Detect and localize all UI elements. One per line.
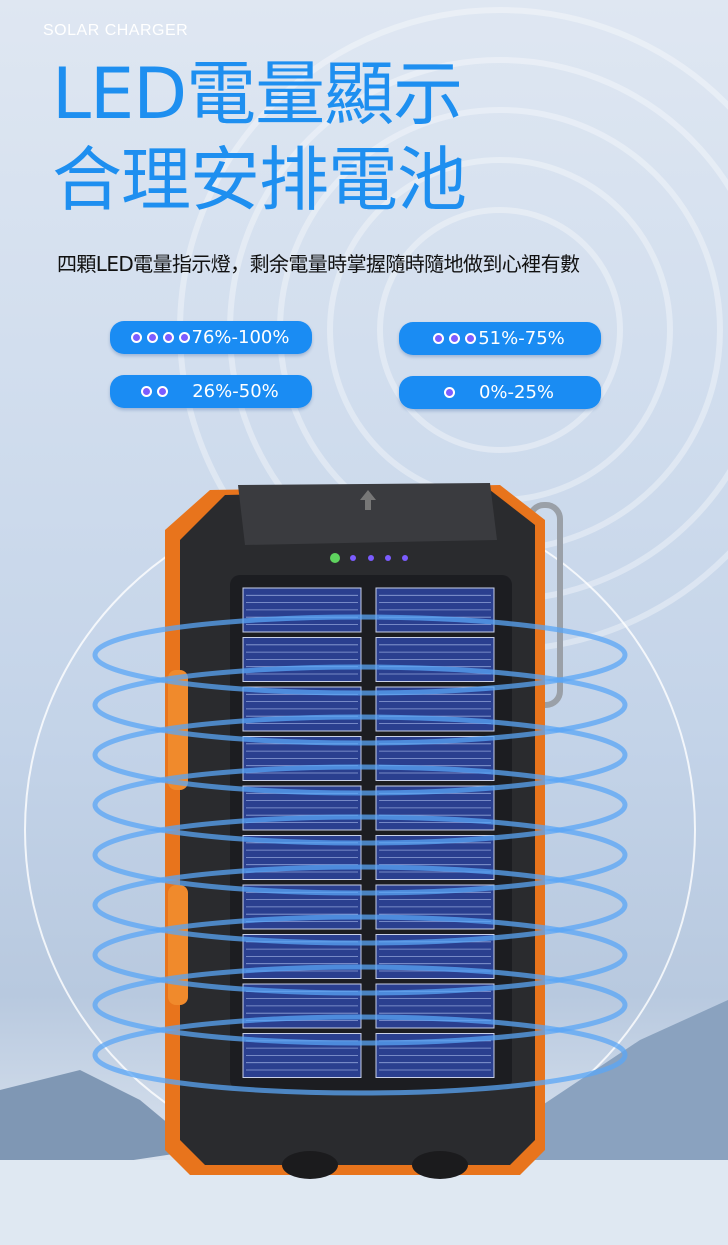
- indicator-label: 26%-50%: [192, 381, 279, 402]
- energy-ring: [92, 664, 628, 746]
- indicator-label: 51%-75%: [478, 328, 565, 349]
- mountain-right: [520, 1000, 728, 1170]
- energy-ring: [92, 914, 628, 996]
- flashlight-cap: [238, 483, 497, 545]
- indicator-pill-51-75: 51%-75%: [399, 322, 601, 355]
- foot-right: [412, 1151, 468, 1179]
- led-dots: [132, 334, 188, 341]
- energy-ring: [92, 964, 628, 1046]
- side-button-upper: [168, 670, 188, 790]
- indicator-pill-26-50: 26%-50%: [110, 375, 312, 408]
- indicator-label: 0%-25%: [478, 382, 555, 403]
- led-dots: [143, 388, 167, 395]
- foot-left: [282, 1151, 338, 1179]
- energy-ring: [92, 614, 628, 696]
- energy-rings: [92, 614, 628, 1096]
- led-dots: [445, 389, 453, 396]
- mountain-left: [0, 1070, 200, 1180]
- indicator-pill-0-25: 0%-25%: [399, 376, 601, 409]
- headline-line-2: 合理安排電池: [52, 139, 467, 221]
- arrow-up-icon: [360, 490, 376, 510]
- side-button-lower: [168, 885, 188, 1005]
- charge-indicator-led: [330, 553, 340, 563]
- battery-leds: [350, 555, 408, 561]
- subtitle: SOLAR CHARGER: [43, 22, 189, 39]
- led-dots: [435, 335, 475, 342]
- energy-ring: [92, 814, 628, 896]
- indicator-pill-76-100: 76%-100%: [110, 321, 312, 354]
- headline-line-1: LED電量顯示: [52, 53, 463, 135]
- energy-ring: [92, 864, 628, 946]
- energy-ring: [92, 764, 628, 846]
- energy-ring: [92, 1014, 628, 1096]
- energy-ring: [92, 714, 628, 796]
- description: 四顆LED電量指示燈，剩余電量時掌握隨時隨地做到心裡有數: [57, 252, 580, 276]
- indicator-label: 76%-100%: [191, 327, 290, 348]
